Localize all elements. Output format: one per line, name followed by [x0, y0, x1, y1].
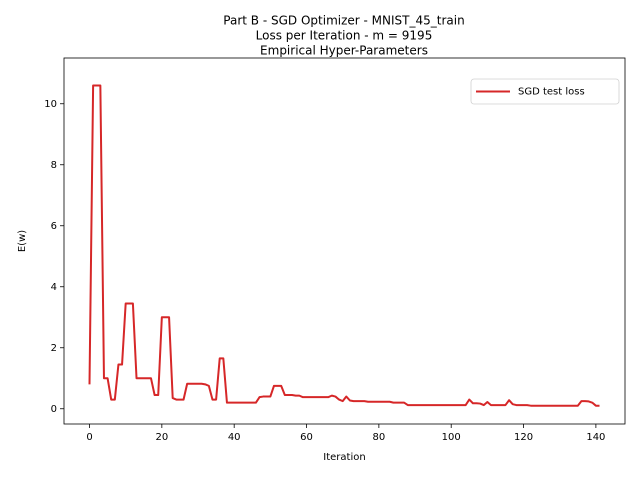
y-tick-label: 0 — [51, 404, 57, 415]
y-axis-label: E(w) — [17, 230, 28, 252]
y-tick-label: 4 — [51, 282, 57, 293]
legend-box — [470, 78, 620, 105]
y-tick-label: 6 — [51, 221, 57, 232]
legend-label: SGD test loss — [518, 87, 585, 98]
axes-frame — [63, 57, 626, 425]
x-tick-label: 120 — [514, 432, 533, 443]
x-tick-label: 0 — [86, 432, 92, 443]
x-tick-label: 80 — [372, 432, 385, 443]
y-tick-label: 8 — [51, 160, 57, 171]
x-tick-label: 60 — [300, 432, 313, 443]
data-line — [88, 84, 600, 407]
y-tick-label: 10 — [44, 99, 57, 110]
x-tick-label: 20 — [155, 432, 168, 443]
chart-title: Part B - SGD Optimizer - MNIST_45_train — [223, 14, 464, 28]
y-tick-label: 2 — [51, 343, 57, 354]
x-tick-label: 100 — [442, 432, 461, 443]
x-axis-label: Iteration — [323, 452, 365, 463]
chart-title: Empirical Hyper-Parameters — [260, 44, 428, 58]
x-tick-label: 40 — [228, 432, 241, 443]
chart-title: Loss per Iteration - m = 9195 — [256, 29, 433, 43]
x-tick-label: 140 — [586, 432, 605, 443]
